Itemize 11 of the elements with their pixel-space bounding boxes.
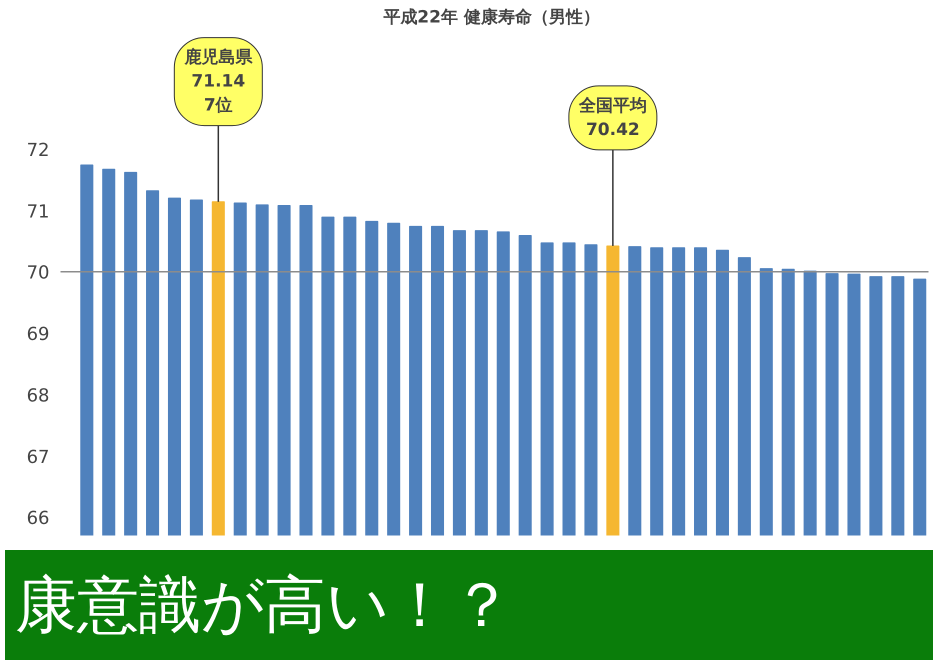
annotation: 全国平均 70.42 <box>578 96 647 140</box>
y-tick-label: 72 <box>26 140 50 162</box>
y-tick-label: 69 <box>26 324 50 346</box>
y-tick-label: 68 <box>26 385 50 406</box>
y-tick-label: 67 <box>26 446 50 468</box>
annotation: 鹿児島県 71.14 7位 <box>183 48 254 116</box>
chart-title: 平成22年 健康寿命（男性） <box>382 8 600 28</box>
y-tick-label: 70 <box>26 262 50 284</box>
y-tick-label: 71 <box>26 201 50 222</box>
text: 康意識が高い！？ <box>15 567 513 643</box>
y-tick-label: 66 <box>26 508 50 530</box>
